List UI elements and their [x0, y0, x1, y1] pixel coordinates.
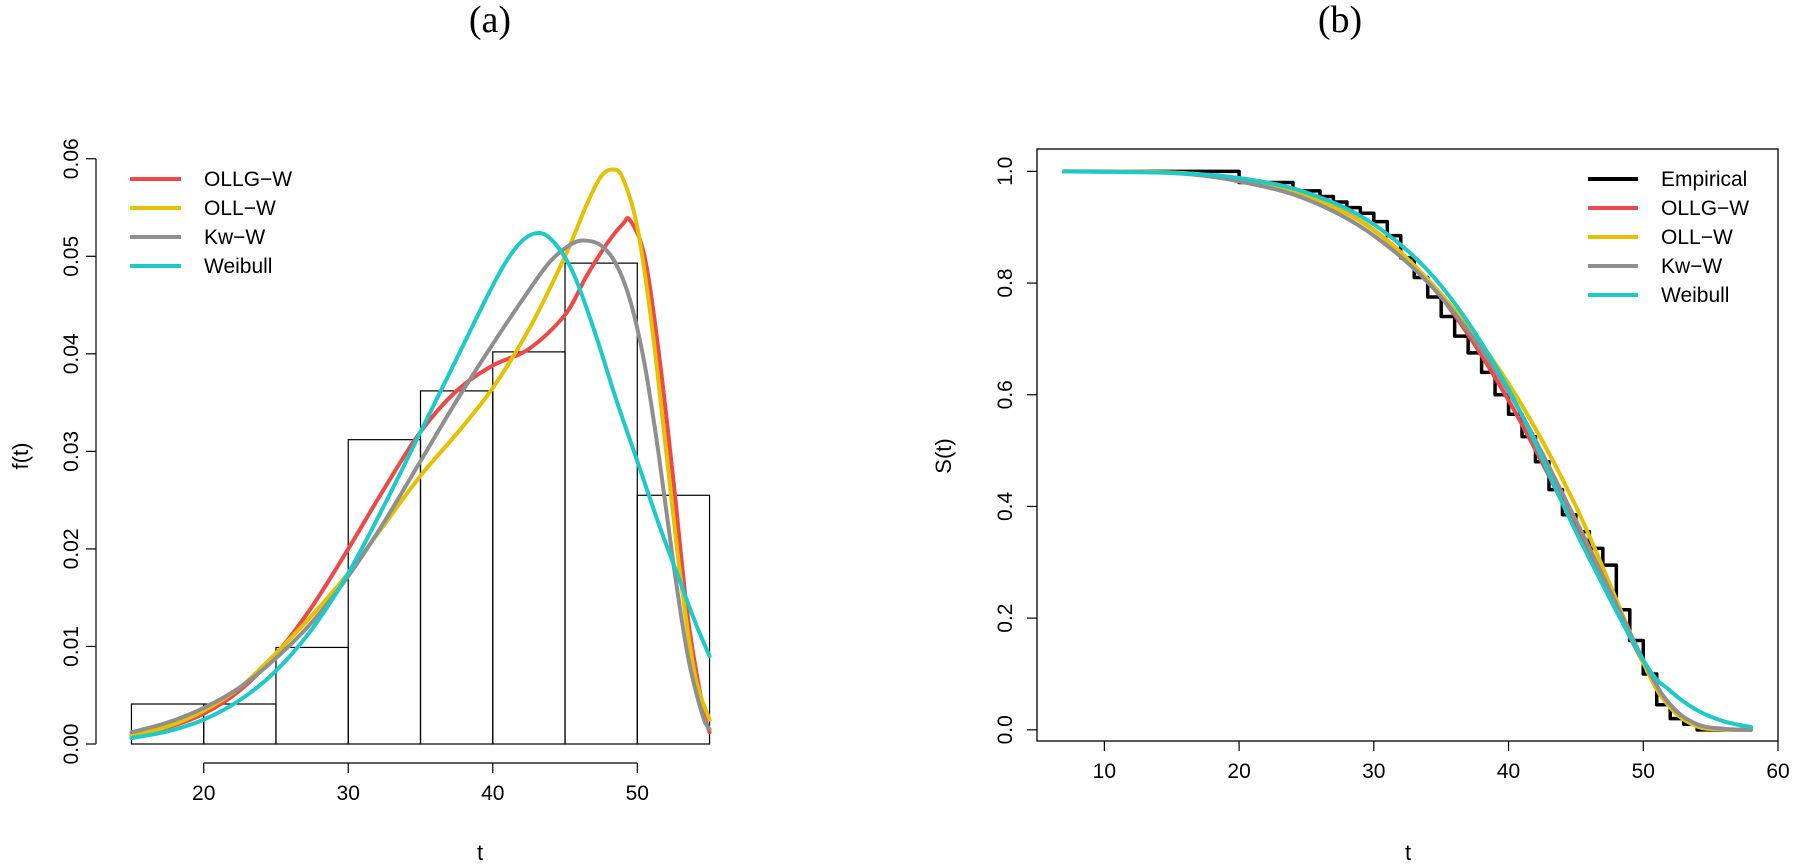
legend: OLLG−W OLL−W Kw−W Weibull: [130, 168, 292, 278]
histogram-bars: [130, 262, 711, 745]
legend-label: OLLG−W: [1661, 197, 1749, 220]
legend-item-oll-w: OLL−W: [130, 197, 276, 220]
legend-item-kw-w: Kw−W: [1588, 255, 1722, 278]
legend-label: Kw−W: [204, 226, 265, 249]
y-axis: 0.0 0.2 0.4 0.6 0.8 1.0: [994, 157, 1037, 744]
x-tick-label: 30: [1362, 760, 1385, 783]
x-tick-label: 60: [1766, 760, 1789, 783]
x-tick-label: 30: [337, 782, 360, 805]
x-axis-label: t: [1405, 840, 1411, 864]
y-tick-label: 0.8: [994, 268, 1017, 297]
legend-item-ollg-w: OLLG−W: [130, 168, 292, 191]
density-curves: [129, 167, 712, 741]
panel-a-title: (a): [469, 0, 511, 41]
x-axis: 20 30 40 50: [192, 762, 649, 805]
legend: Empirical OLLG−W OLL−W Kw−W Weibull: [1588, 168, 1749, 307]
y-tick-label: 0.01: [60, 626, 83, 667]
series-line-empirical: [1062, 169, 1753, 732]
y-tick-label: 0.2: [994, 604, 1017, 633]
legend-label: Kw−W: [1661, 255, 1722, 278]
legend-item-ollg-w: OLLG−W: [1588, 197, 1749, 220]
y-axis-label: S(t): [931, 438, 956, 473]
y-tick-label: 1.0: [994, 157, 1017, 186]
y-tick-label: 0.0: [994, 715, 1017, 744]
panel-a-histogram-density: 20 30 40 50 0.000.010.020.030.040.050.06 t …: [8, 138, 712, 864]
y-axis: 0.00 0.01 0.02 0.03 0.04 0.05 0.06: [60, 138, 97, 765]
panel-b-survival: 10 20 30 40 50 60 0.0 0.2 0.4 0.6 0.8 1.0 t S(t) E…: [931, 148, 1790, 864]
legend-item-empirical: Empirical: [1588, 168, 1747, 191]
x-axis-label: t: [477, 840, 483, 864]
y-tick-label: 0.05: [60, 236, 83, 277]
y-tick-label: 0.00: [60, 724, 83, 765]
legend-label: OLLG−W: [204, 168, 292, 191]
legend-item-kw-w: Kw−W: [130, 226, 265, 249]
x-tick-label: 20: [1227, 760, 1250, 783]
histogram-bar: [492, 351, 566, 745]
series-line-ollg-w: [1061, 169, 1754, 732]
x-tick-label: 50: [626, 782, 649, 805]
x-tick-label: 40: [1497, 760, 1520, 783]
legend-label: Weibull: [1661, 284, 1729, 307]
histogram-bar: [564, 262, 638, 745]
series-line-kw-w: [1061, 169, 1754, 732]
y-axis-label: f(t): [8, 443, 33, 470]
y-tick-label: 0.04: [60, 333, 83, 374]
y-tick-label: 0.4: [994, 492, 1017, 522]
legend-label: OLL−W: [1661, 226, 1733, 249]
legend-label: Empirical: [1661, 168, 1747, 191]
x-tick-label: 40: [481, 782, 504, 805]
y-tick-label: 0.06: [60, 138, 83, 179]
y-tick-label: 0.03: [60, 431, 83, 472]
legend-label: OLL−W: [204, 197, 276, 220]
legend-item-weibull: Weibull: [130, 255, 272, 278]
legend-item-weibull: Weibull: [1588, 284, 1729, 307]
legend-label: Weibull: [204, 255, 272, 278]
legend-item-oll-w: OLL−W: [1588, 226, 1733, 249]
x-tick-label: 50: [1632, 760, 1655, 783]
survival-curves: [1061, 169, 1754, 732]
series-line-weibull: [129, 230, 712, 741]
x-tick-label: 10: [1093, 760, 1116, 783]
series-line-oll-w: [129, 167, 712, 738]
y-tick-label: 0.02: [60, 528, 83, 569]
series-line-kw-w: [129, 238, 712, 735]
x-tick-label: 20: [192, 782, 215, 805]
series-line-oll-w: [1061, 169, 1754, 732]
panel-b-title: (b): [1318, 0, 1362, 41]
x-axis: 10 20 30 40 50 60: [1093, 741, 1790, 783]
series-line-weibull: [1061, 169, 1754, 730]
y-tick-label: 0.6: [994, 380, 1017, 409]
plot-frame: [1036, 148, 1779, 742]
